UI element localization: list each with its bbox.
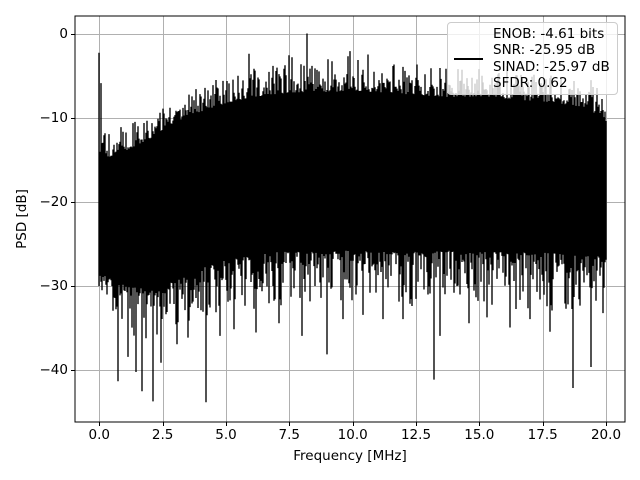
x-tick-label: 12.5 (400, 427, 432, 443)
psd-trace (98, 33, 607, 403)
legend-enob-value: ENOB: -4.61 bits (493, 25, 605, 42)
x-tick-label: 0.0 (88, 427, 111, 443)
x-tick-label: 10.0 (337, 427, 368, 443)
plot-border (74, 15, 626, 423)
legend-sinad-value: SINAD: -25.97 dB (493, 58, 610, 75)
legend-sfdr-value: SFDR: 0.62 (493, 74, 568, 91)
legend-snr-value: SNR: -25.95 dB (493, 42, 596, 59)
legend-text-block: ENOB: -4.61 bits SNR: -25.95 dB SINAD: -… (493, 26, 610, 91)
legend-line-sample (454, 57, 483, 60)
x-tick-label: 7.5 (278, 427, 301, 443)
x-tick-label: 15.0 (464, 427, 495, 443)
y-tick-label: −30 (39, 277, 69, 294)
x-tick-label: 17.5 (527, 427, 558, 443)
x-axis-label: Frequency [MHz] (293, 448, 407, 464)
y-tick-label: 0 (59, 25, 68, 42)
axis-ticks (71, 34, 607, 426)
x-tick-label: 20.0 (590, 427, 622, 443)
y-tick-label: −40 (39, 361, 69, 378)
y-tick-label: −20 (39, 193, 69, 210)
y-axis-label: PSD [dB] (14, 189, 30, 249)
x-tick-label: 5.0 (215, 427, 237, 443)
y-tick-label: −10 (39, 109, 69, 126)
x-tick-label: 2.5 (151, 427, 174, 443)
legend: ENOB: -4.61 bits SNR: -25.95 dB SINAD: -… (447, 22, 618, 95)
